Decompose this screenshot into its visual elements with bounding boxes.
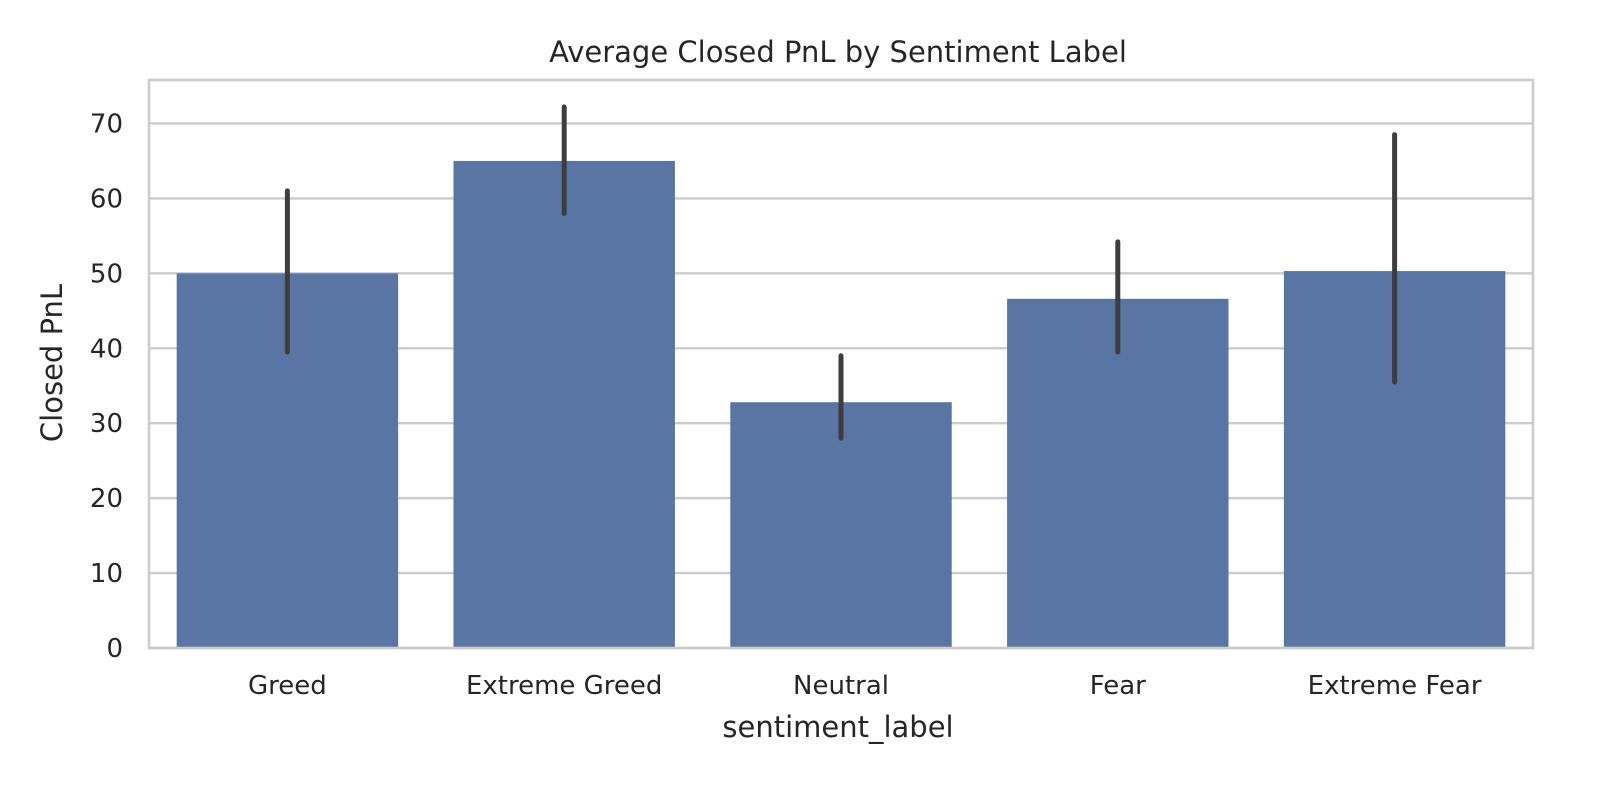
y-tick-label: 10 xyxy=(90,559,123,589)
y-tick-label: 50 xyxy=(90,259,123,289)
bar xyxy=(730,402,952,648)
bar xyxy=(1007,298,1229,648)
x-tick-label: Fear xyxy=(1090,671,1146,701)
x-axis-label: sentiment_label xyxy=(722,710,953,744)
y-tick-label: 60 xyxy=(90,184,123,214)
y-axis-label: Closed PnL xyxy=(35,284,69,442)
x-axis-ticks: Greed Extreme Greed Neutral Fear Extreme Fea… xyxy=(248,671,1482,701)
x-tick-label: Greed xyxy=(248,671,327,701)
y-tick-label: 30 xyxy=(90,409,123,439)
x-tick-label: Extreme Greed xyxy=(466,671,662,701)
plot-frame xyxy=(147,78,1535,650)
bars xyxy=(176,160,1506,648)
y-tick-label: 70 xyxy=(90,109,123,139)
y-tick-label: 20 xyxy=(90,484,123,514)
y-tick-label: 0 xyxy=(106,634,123,664)
x-tick-label: Neutral xyxy=(793,671,889,701)
chart-title: Average Closed PnL by Sentiment Label xyxy=(549,35,1127,69)
y-tick-label: 40 xyxy=(90,334,123,364)
x-tick-label: Extreme Fear xyxy=(1308,671,1482,701)
y-axis-ticks: 0 10 20 30 40 50 60 70 xyxy=(90,109,123,664)
error-bars xyxy=(284,104,1398,441)
bar xyxy=(453,160,675,648)
